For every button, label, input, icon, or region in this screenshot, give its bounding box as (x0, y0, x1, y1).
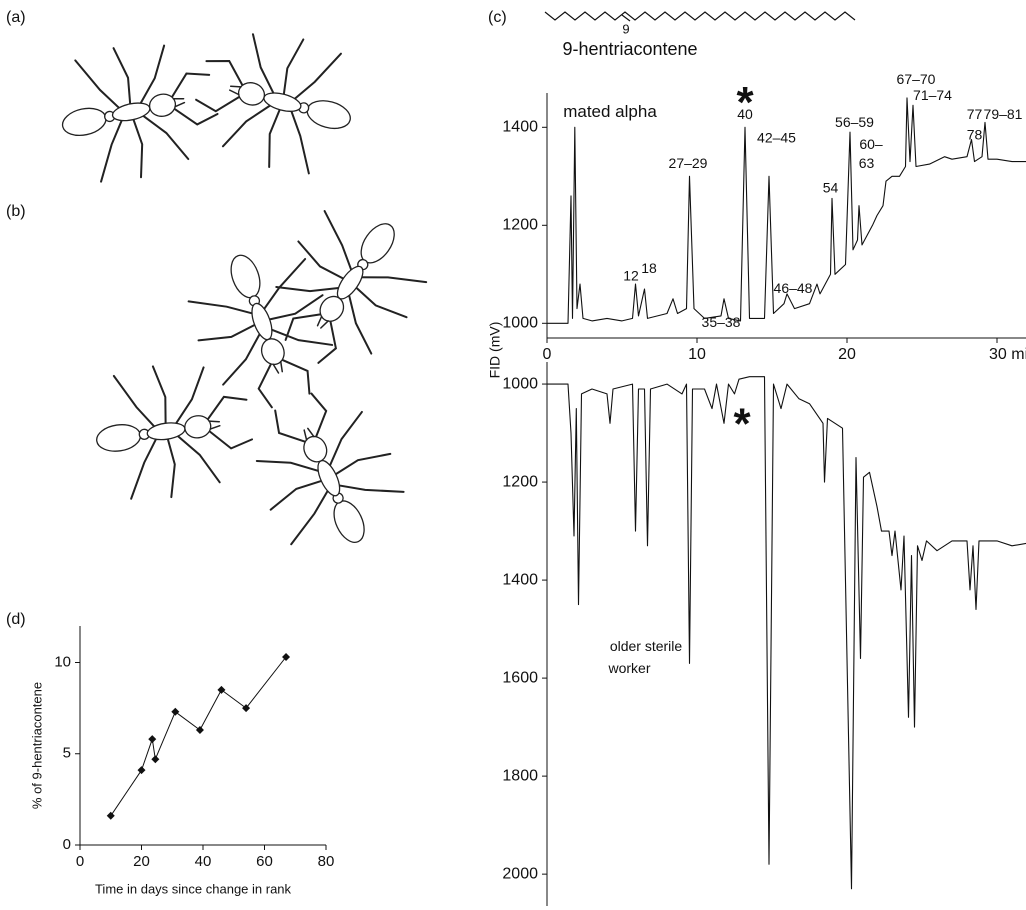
panel-label: (c) (488, 9, 507, 26)
data-point (195, 726, 204, 735)
panel-label: (a) (6, 9, 26, 26)
carbon-chain (544, 11, 856, 21)
y-tick-label: 10 (54, 653, 71, 670)
x-tick-label: 30 min (989, 346, 1026, 363)
peak-label: 54 (823, 179, 839, 195)
peak-label: 78 (967, 126, 983, 142)
x-tick-label: 20 (838, 346, 856, 363)
y-axis-title: % of 9-hentriacontene (29, 682, 44, 809)
x-tick-label: 0 (76, 853, 84, 870)
x-tick-label: 0 (543, 346, 552, 363)
peak-label: mated alpha (563, 102, 657, 121)
y-tick-label: 5 (63, 745, 71, 762)
double-bond (621, 14, 631, 22)
peak-label: 67–70 (897, 71, 936, 87)
y-tick-label: 1400 (502, 119, 538, 136)
peak-label: 56–59 (835, 114, 874, 130)
ant-drawing-a (48, 15, 369, 192)
y-tick-label: 2000 (502, 865, 538, 882)
y-tick-label: 1000 (502, 375, 538, 392)
data-line (110, 656, 287, 817)
x-tick-label: 40 (195, 853, 212, 870)
peak-label: 40 (737, 106, 753, 122)
peak-label: 63 (859, 155, 875, 171)
panel-label: (d) (6, 611, 26, 628)
peak-label: 18 (641, 260, 657, 276)
y-tick-label: 1200 (502, 473, 538, 490)
y-tick-label: 1800 (502, 767, 538, 784)
data-point (151, 755, 160, 764)
y-tick-label: 1000 (502, 315, 538, 332)
chemical-structure: 9 9-hentriacontene (544, 11, 856, 59)
peak-label: 77 (967, 106, 983, 122)
data-point (171, 707, 180, 716)
peak-label: 12 (623, 267, 639, 283)
x-axis-title: Time in days since change in rank (95, 881, 292, 896)
compound-name: 9-hentriacontene (562, 39, 697, 59)
peak-label: 42–45 (757, 129, 796, 145)
peak-label: 35–38 (702, 314, 741, 330)
data-point (106, 811, 115, 820)
data-point (242, 704, 251, 713)
peak-label: 79–81 (984, 106, 1023, 122)
data-point (282, 653, 291, 662)
panel-label: (b) (6, 203, 26, 220)
y-tick-label: 1200 (502, 217, 538, 234)
x-tick-label: 20 (133, 853, 150, 870)
peak-label: worker (607, 660, 650, 676)
peak-label: 27–29 (669, 155, 708, 171)
data-line (547, 376, 1026, 890)
peak-label: 60– (859, 136, 883, 152)
asterisk-marker: * (736, 78, 754, 127)
x-tick-label: 80 (318, 853, 335, 870)
peak-label: 71–74 (913, 87, 952, 103)
data-point (137, 766, 146, 775)
peak-label: older sterile (610, 638, 683, 654)
x-tick-label: 10 (688, 346, 706, 363)
double-bond-locant: 9 (622, 21, 629, 36)
asterisk-marker: * (733, 400, 751, 449)
y-tick-label: 0 (63, 836, 71, 853)
data-line (547, 97, 1026, 324)
data-point (148, 735, 157, 744)
y-tick-label: 1600 (502, 669, 538, 686)
ant-drawing-b (86, 186, 446, 571)
x-tick-label: 60 (256, 853, 273, 870)
y-axis-title: FID (mV) (487, 322, 503, 379)
peak-label: 46–48 (774, 280, 813, 296)
data-point (217, 685, 226, 694)
y-tick-label: 1400 (502, 571, 538, 588)
